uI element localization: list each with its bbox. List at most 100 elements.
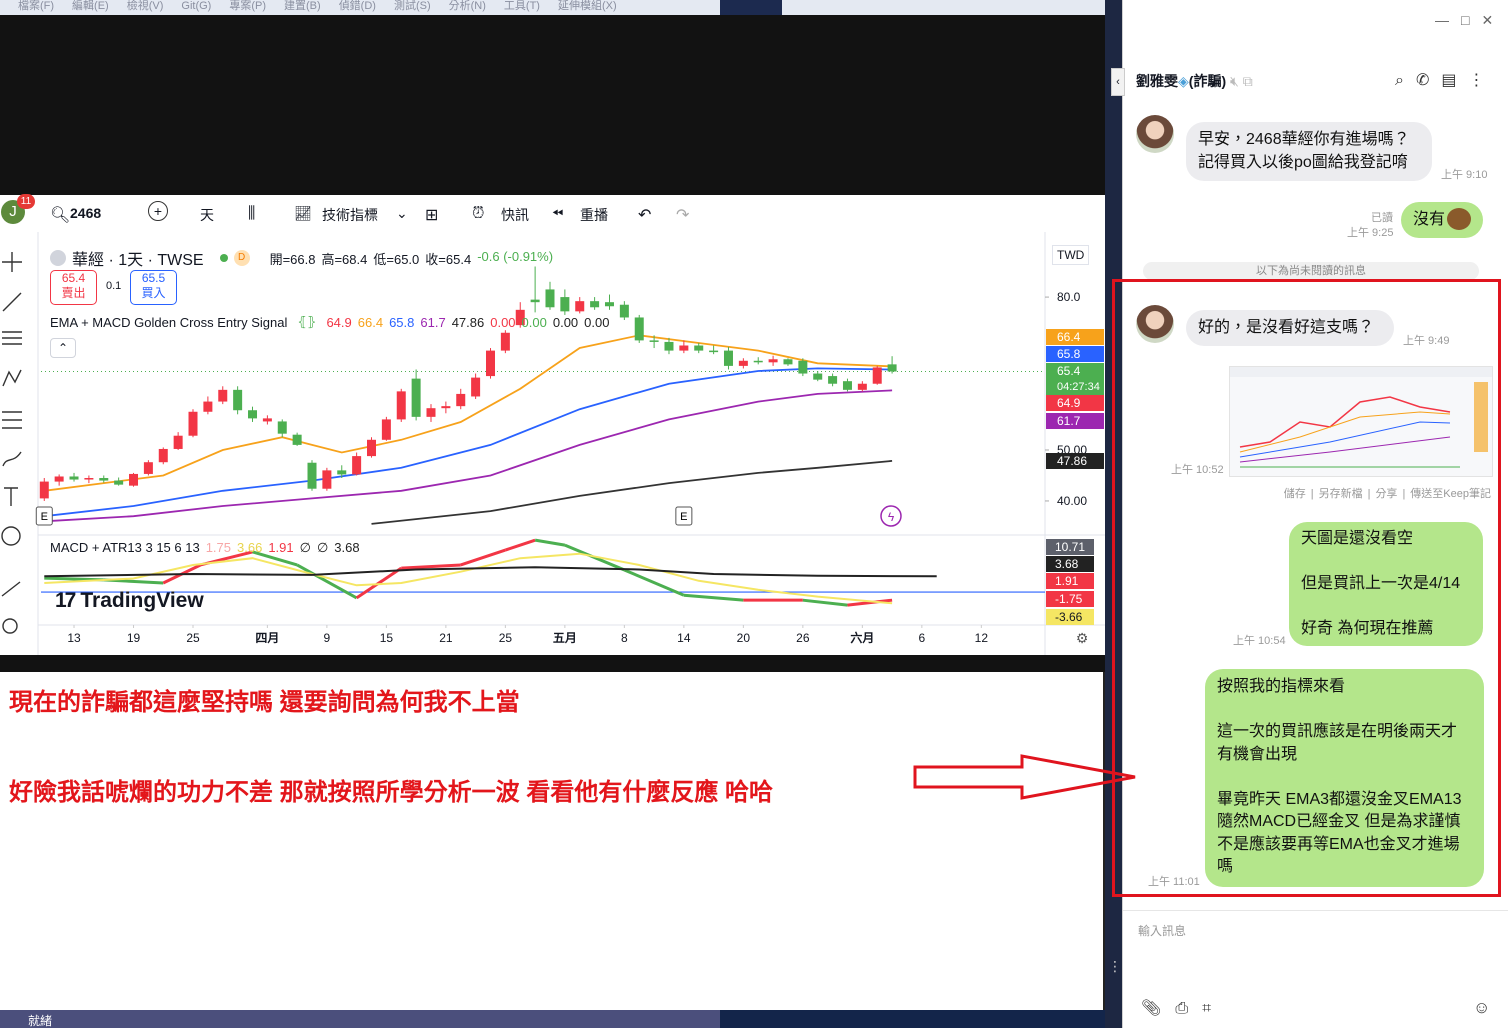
window-controls[interactable]: —□✕ — [1435, 12, 1506, 28]
ohlc-value: 高=68.4 — [321, 251, 368, 267]
ohlc-value: 開=66.8 — [269, 251, 316, 267]
image-action[interactable]: 儲存 — [1283, 488, 1306, 500]
macd-segment — [847, 598, 893, 607]
menu-item[interactable]: 檔案(F) — [18, 0, 55, 12]
collapse-tab[interactable]: ‹ — [1111, 68, 1125, 96]
settings-icon[interactable]: ⚙ — [1076, 630, 1089, 646]
pattern-tool[interactable] — [2, 369, 22, 387]
indicator-value: 0.00 — [521, 314, 547, 330]
search-icon[interactable]: 🔍︎ — [50, 207, 71, 224]
fib-tool[interactable] — [2, 331, 22, 345]
ohlc-values: 開=66.8 高=68.4 低=65.0 收=65.4 -0.6 (-0.91%) — [270, 249, 554, 268]
dropdown[interactable]: ⌄ — [396, 205, 408, 221]
indicators[interactable]: 技術指標 — [322, 207, 378, 223]
x-tick-label: 20 — [737, 631, 751, 645]
text-tool[interactable] — [4, 487, 18, 506]
message-line: 按照我的指標來看 — [1217, 678, 1346, 695]
more[interactable]: ⋮ — [1108, 958, 1122, 974]
status-bar: 就緒 — [0, 1010, 720, 1028]
sell-button[interactable]: 65.4 賣出 — [50, 270, 97, 305]
message-line: 記得買入以後po圖給我登記唷 — [1198, 153, 1408, 171]
macd-label: -3.66 — [1055, 610, 1083, 624]
status-text: 就緒 — [28, 1014, 53, 1028]
input-tools[interactable]: 📎︎⎙⌗ — [1141, 1000, 1226, 1017]
candle-body — [99, 478, 109, 481]
x-tick-label: 6 — [918, 631, 925, 645]
ruler-tool[interactable] — [1, 581, 21, 597]
candle-body — [396, 391, 406, 420]
image-action[interactable]: 分享 — [1375, 488, 1398, 500]
candle-body — [352, 456, 362, 475]
macd-label-bg — [1046, 556, 1094, 572]
replay-icon[interactable]: ⏪︎ — [552, 205, 564, 221]
highlight-box — [1112, 279, 1501, 897]
menu-item[interactable]: 延伸模組(X) — [557, 0, 617, 12]
alert-icon[interactable]: ⏰︎ — [472, 205, 485, 222]
image-action[interactable]: 傳送至Keep筆記 — [1410, 488, 1491, 500]
replay[interactable]: 重播 — [580, 207, 608, 223]
layout-icon[interactable]: ⊞ — [425, 207, 439, 224]
redo[interactable]: ↷ — [676, 207, 690, 224]
brush-tool[interactable] — [2, 451, 22, 467]
emoji-tool[interactable] — [1, 526, 21, 546]
event-marker[interactable] — [675, 506, 693, 526]
currency[interactable]: TWD — [1052, 245, 1090, 265]
drawing-tools — [1, 252, 22, 634]
message-time: 上午 9:49 — [1403, 335, 1450, 347]
interval[interactable]: 天 — [200, 207, 214, 223]
candle-body — [530, 299, 540, 303]
image-message[interactable] — [1229, 366, 1493, 477]
crosshair-tool[interactable] — [2, 252, 22, 272]
buy-button[interactable]: 65.5 買入 — [130, 270, 177, 305]
candle-body — [723, 350, 733, 366]
price-label-bg — [1046, 413, 1104, 429]
candle-body — [188, 411, 198, 436]
message-input[interactable]: 輸入訊息 — [1138, 924, 1187, 938]
visibility-icon[interactable]: ⦃⦄ — [297, 314, 317, 329]
trend-line-tool[interactable] — [2, 292, 22, 312]
message-line: 這一次的買訊應該是在明後兩天才有機會出現 — [1217, 723, 1458, 763]
add-symbol[interactable]: + — [148, 201, 168, 221]
price-label-bg — [1046, 329, 1104, 345]
undo[interactable]: ↶ — [638, 207, 652, 224]
macd-label-bg — [1046, 539, 1094, 555]
candle-body — [828, 376, 838, 384]
menu-item[interactable]: 偵錯(D) — [338, 0, 376, 12]
collapse-legend[interactable]: ⌃ — [50, 338, 76, 358]
menu-item[interactable]: 工具(T) — [503, 0, 540, 12]
chart-type-icon[interactable]: ⫼ — [248, 205, 256, 222]
alerts[interactable]: 快訊 — [501, 207, 529, 223]
candle-body — [322, 470, 332, 489]
macd-segment — [355, 566, 403, 600]
candle-body — [649, 340, 659, 342]
price-label: 64.9 — [1057, 396, 1081, 410]
event-label: E — [680, 511, 687, 523]
menu-item[interactable]: 分析(N) — [448, 0, 486, 12]
indicator-value: 0.00 — [552, 314, 579, 330]
emoji-button[interactable]: ☺ — [1473, 998, 1491, 1017]
projection-tool[interactable] — [2, 411, 22, 429]
candle-body — [218, 389, 228, 402]
x-tick-label: 13 — [67, 631, 81, 645]
menu-item[interactable]: 專案(P) — [229, 0, 267, 12]
gap — [0, 655, 1105, 672]
event-marker[interactable] — [35, 506, 53, 526]
watermark-text: TradingView — [80, 589, 204, 612]
menu-item[interactable]: 檢視(V) — [126, 0, 164, 12]
symbol[interactable]: 2468 — [70, 205, 102, 221]
menu-item[interactable]: 建置(B) — [284, 0, 321, 12]
indicators-icon[interactable]: 📈︎ — [294, 205, 312, 221]
menu-item[interactable]: 測試(S) — [393, 0, 431, 12]
image-action[interactable]: 另存新檔 — [1318, 488, 1363, 500]
contact-avatar — [1136, 305, 1174, 343]
menu-item[interactable]: Git(G) — [181, 0, 212, 12]
candle-body — [129, 473, 139, 486]
price-label: 65.4 — [1057, 364, 1081, 378]
header-icons[interactable]: ⌕✆▤⋮ — [1395, 72, 1497, 89]
zoom-tool[interactable] — [2, 618, 18, 634]
menu-item[interactable]: 編輯(E) — [72, 0, 109, 12]
chat-window: —□✕ ‹ 劉雅雯◈(詐騙) 🔇︎ ⧉ ⌕✆▤⋮ 早安，2468華經你有進場嗎？… — [1111, 0, 1508, 1028]
candle-body — [54, 476, 64, 482]
candle-body — [619, 304, 629, 318]
